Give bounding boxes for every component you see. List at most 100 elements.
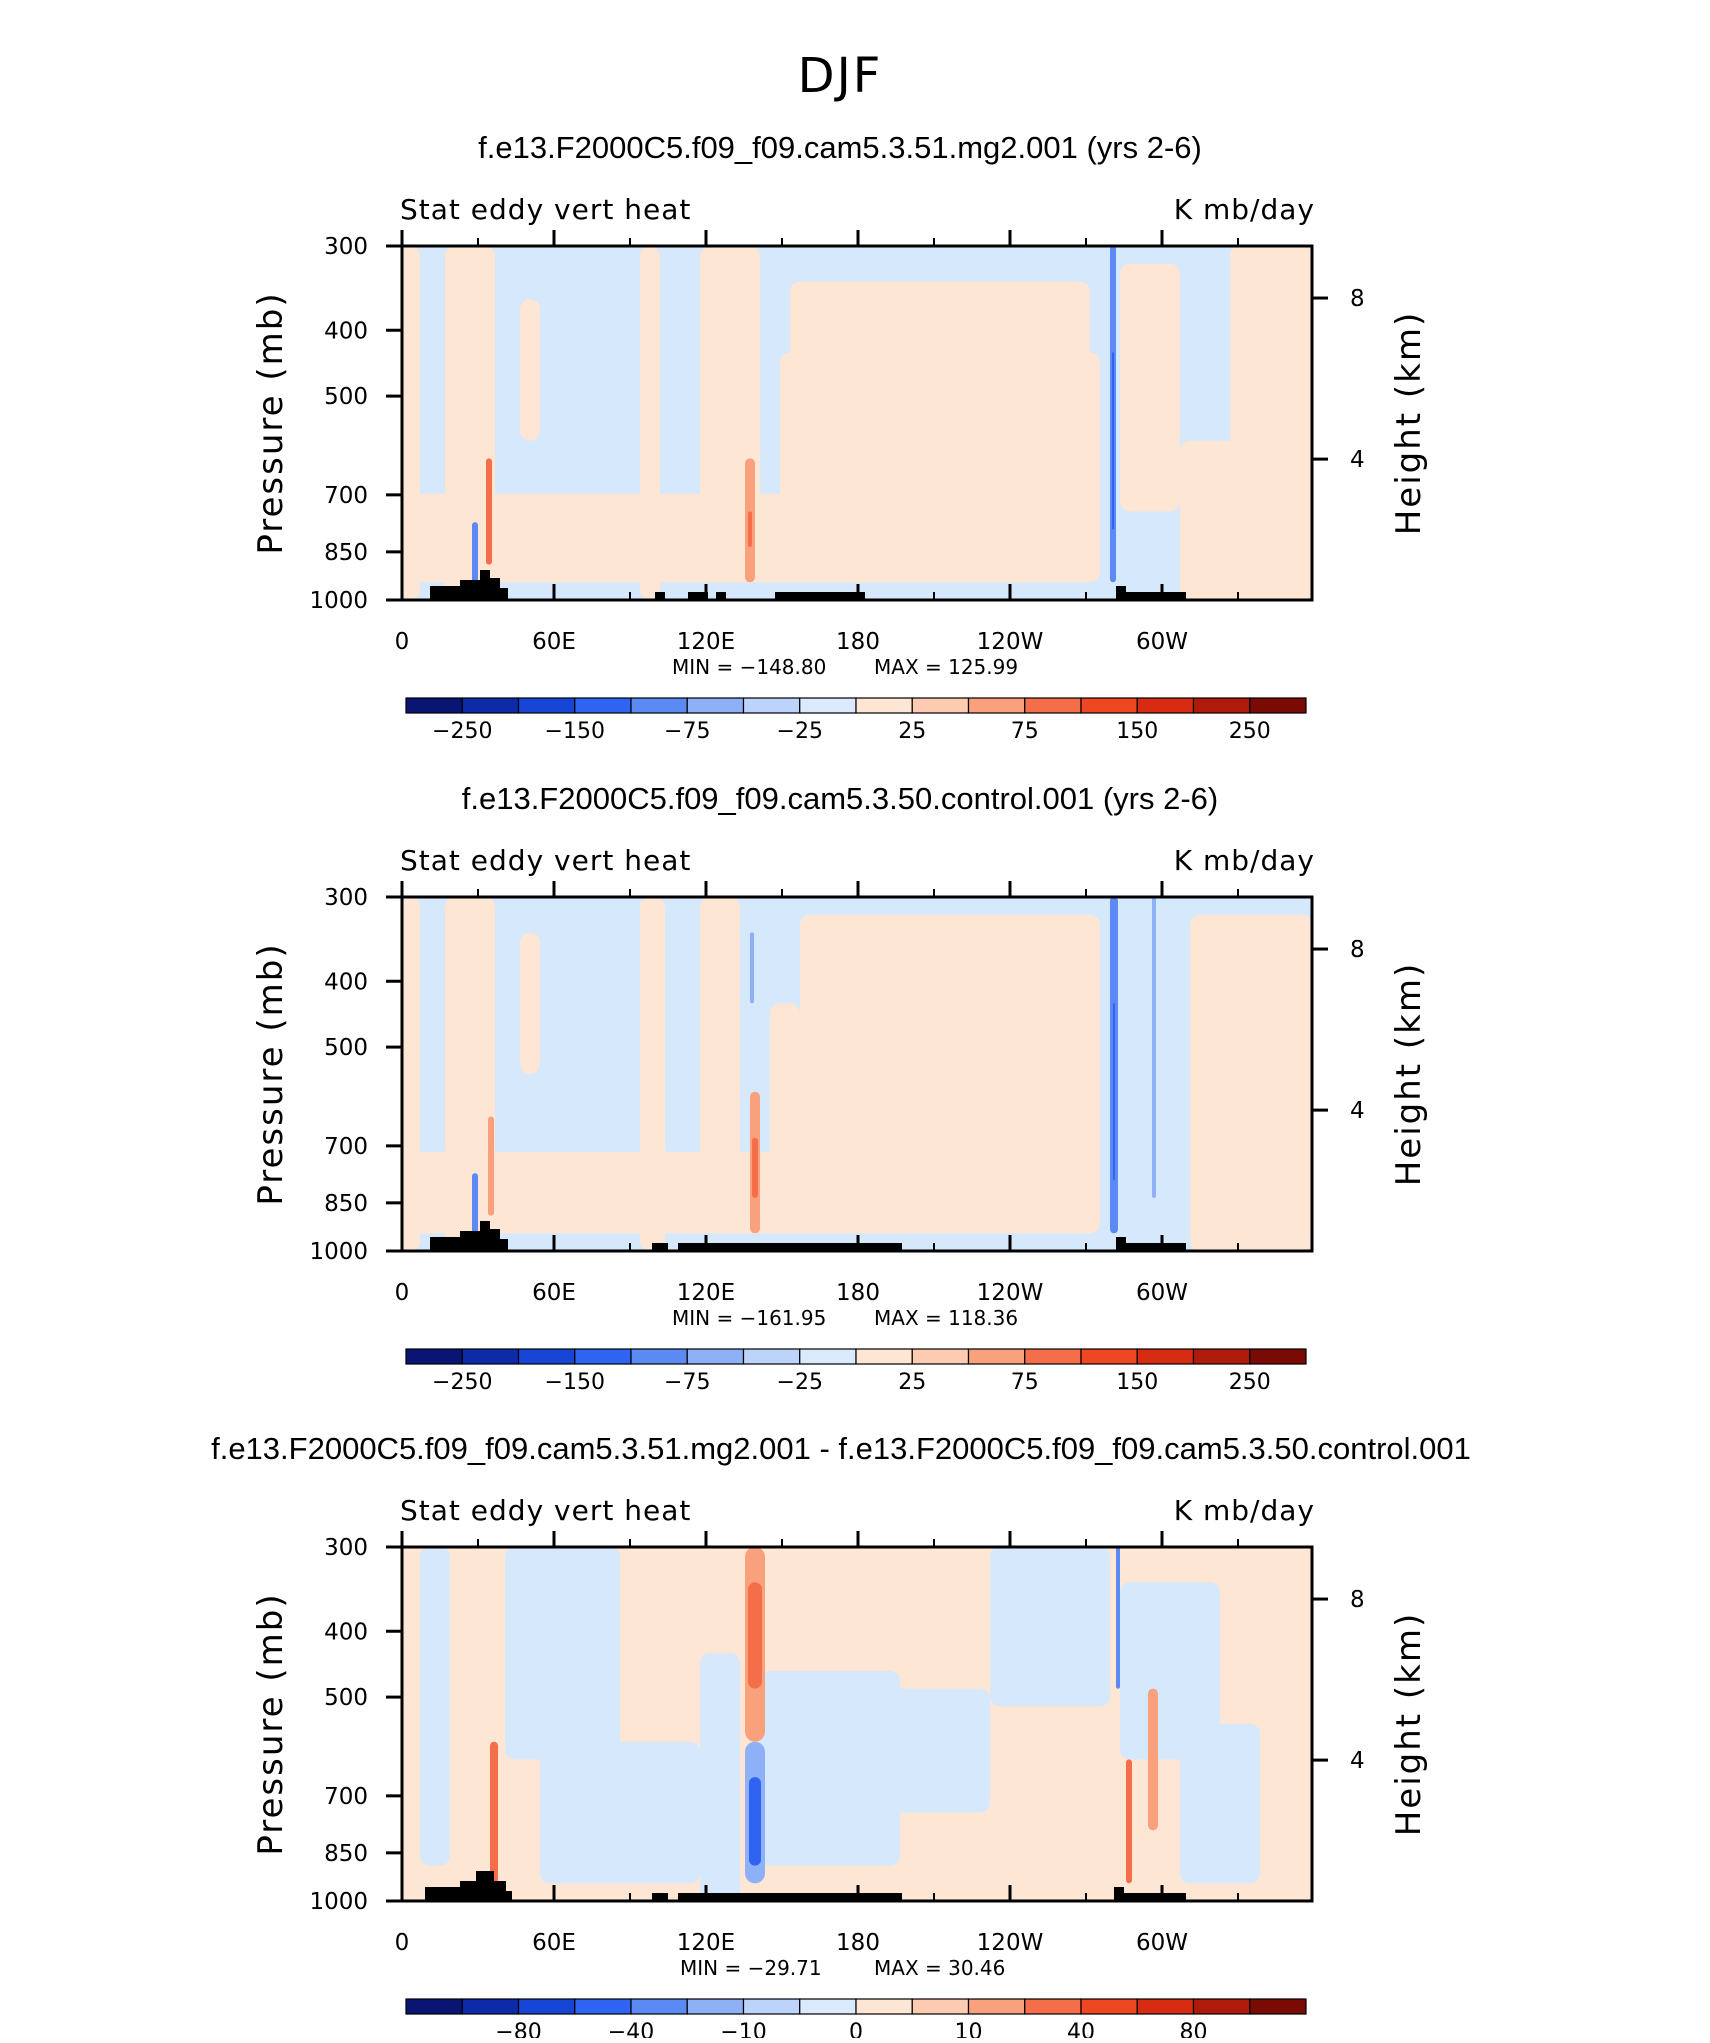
y2-tick-label: 8	[1350, 1587, 1365, 1613]
contour-region	[472, 1173, 478, 1234]
colorbar-box	[799, 1998, 857, 2015]
x-tick-label: 180	[836, 1930, 880, 1956]
colorbar-box	[517, 697, 576, 714]
contour-region	[1116, 1547, 1120, 1689]
contour-region	[880, 1688, 990, 1813]
topography-block	[1116, 586, 1126, 600]
colorbar-label: −250	[432, 1370, 492, 1395]
y2-axis-label: Height (km)	[1389, 962, 1429, 1187]
colorbar-box	[911, 697, 970, 714]
y-tick-label: 850	[324, 1841, 368, 1867]
x-tick-label: 120W	[977, 1280, 1044, 1306]
y-tick-label: 1000	[309, 588, 368, 614]
colorbar-box	[911, 1348, 970, 1365]
y-tick-label: 500	[324, 384, 368, 410]
panel-title: f.e13.F2000C5.f09_f09.cam5.3.51.mg2.001 …	[478, 130, 1202, 165]
colorbar-box	[630, 697, 688, 714]
units-string: K mb/day	[1174, 844, 1315, 877]
topography-block	[688, 592, 708, 600]
colorbar-label: 75	[1011, 719, 1039, 744]
max-value: MAX = 118.36	[874, 1306, 1018, 1330]
y-tick-label: 400	[324, 318, 368, 344]
topography	[430, 570, 1186, 600]
y-tick-label: 400	[324, 969, 368, 995]
contour-region	[748, 1582, 762, 1689]
y2-axis-label: Height (km)	[1389, 311, 1429, 536]
x-tick-label: 60E	[532, 1930, 576, 1956]
y2-axis-label: Height (km)	[1389, 1612, 1429, 1837]
y-tick-label: 850	[324, 1191, 368, 1217]
y-axis-label: Pressure (mb)	[251, 942, 291, 1205]
y-tick-label: 400	[324, 1619, 368, 1645]
contour-region	[760, 1670, 900, 1866]
colorbar-box	[1024, 1348, 1082, 1365]
colorbar-label: −10	[720, 2020, 766, 2038]
colorbar-box	[1024, 1998, 1082, 2015]
x-tick-label: 60W	[1136, 1930, 1188, 1956]
x-tick-label: 120E	[677, 629, 735, 655]
colorbar-box	[855, 1998, 913, 2015]
colorbar-box	[686, 697, 745, 714]
contour-region	[505, 1547, 620, 1760]
topography-block	[476, 1871, 494, 1901]
colorbar-box	[1136, 1348, 1195, 1365]
colorbar-box	[1192, 1998, 1251, 2015]
colorbar-box	[855, 1348, 913, 1365]
colorbar-box	[742, 1998, 801, 2015]
colorbar-box	[517, 1998, 576, 2015]
min-value: MIN = −161.95	[672, 1306, 826, 1330]
contour-region	[749, 1777, 761, 1866]
colorbar-label: −25	[777, 1370, 823, 1395]
colorbar-box	[461, 1348, 520, 1365]
contour-region	[990, 1547, 1110, 1707]
colorbar-label: −80	[495, 2020, 541, 2038]
left-string: Stat eddy vert heat	[400, 193, 691, 226]
contour-region	[1190, 914, 1312, 1251]
max-value: MAX = 125.99	[874, 655, 1018, 679]
left-string: Stat eddy vert heat	[400, 844, 691, 877]
y2-tick-label: 4	[1350, 1748, 1365, 1774]
contour-region	[1180, 440, 1312, 600]
contour-region	[748, 511, 752, 547]
colorbar-label: 40	[1067, 2020, 1095, 2038]
y2-tick-label: 8	[1350, 286, 1365, 312]
topography-block	[430, 1237, 460, 1251]
contour-field	[402, 1547, 1312, 1901]
colorbar-box	[967, 1348, 1026, 1365]
colorbar-box	[1249, 697, 1307, 714]
x-tick-label: 120E	[677, 1930, 735, 1956]
topography-block	[480, 1221, 490, 1251]
colorbar-box	[742, 1348, 801, 1365]
colorbar-box	[574, 1348, 632, 1365]
topography-block	[1124, 1893, 1186, 1901]
contour-region	[1152, 897, 1156, 1198]
figure-title: DJF	[798, 48, 883, 104]
topography-block	[460, 580, 480, 600]
topography	[430, 1221, 1186, 1251]
colorbar-box	[686, 1348, 745, 1365]
panel-title: f.e13.F2000C5.f09_f09.cam5.3.51.mg2.001 …	[211, 1431, 1471, 1466]
x-tick-label: 60E	[532, 1280, 576, 1306]
colorbar-label: 250	[1229, 1370, 1271, 1395]
y-tick-label: 700	[324, 1784, 368, 1810]
colorbar-label: −250	[432, 719, 492, 744]
colorbar-box	[405, 1998, 463, 2015]
colorbar-box	[517, 1348, 576, 1365]
min-value: MIN = −29.71	[680, 1956, 822, 1980]
contour-region	[1120, 1582, 1220, 1760]
colorbar-box	[461, 1998, 520, 2015]
x-tick-label: 60W	[1136, 1280, 1188, 1306]
colorbar-box	[1192, 1348, 1251, 1365]
units-string: K mb/day	[1174, 1494, 1315, 1527]
x-tick-label: 0	[395, 1280, 410, 1306]
topography-block	[500, 1239, 508, 1251]
y-tick-label: 1000	[309, 1239, 368, 1265]
contour-region	[700, 1653, 740, 1901]
topography-block	[425, 1887, 460, 1901]
min-value: MIN = −148.80	[672, 655, 826, 679]
colorbar-box	[799, 1348, 857, 1365]
topography-block	[494, 1881, 506, 1901]
contour-region	[486, 458, 492, 565]
y2-tick-label: 4	[1350, 447, 1365, 473]
